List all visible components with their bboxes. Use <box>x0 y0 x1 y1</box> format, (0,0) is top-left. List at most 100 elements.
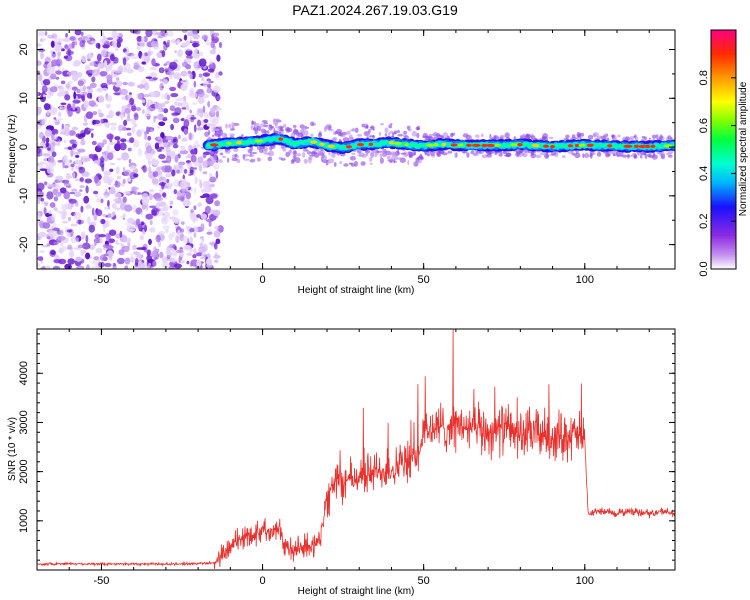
noise-blob <box>197 108 204 114</box>
ridge-halo <box>365 153 369 157</box>
noise-blob <box>212 118 219 125</box>
ridge-halo <box>212 134 215 138</box>
noise-blob <box>42 94 46 98</box>
noise-blob <box>186 191 191 200</box>
noise-blob <box>83 100 89 109</box>
ridge-peak <box>389 141 394 145</box>
noise-blob <box>50 40 55 48</box>
noise-blob <box>193 168 196 177</box>
noise-blob <box>123 119 128 126</box>
noise-blob <box>133 251 140 255</box>
noise-blob <box>99 254 107 261</box>
ridge-halo <box>423 151 430 154</box>
noise-blob <box>86 92 92 99</box>
noise-blob <box>51 53 57 58</box>
noise-blob <box>189 236 193 245</box>
noise-blob <box>45 265 51 269</box>
noise-blob <box>180 83 188 91</box>
noise-blob <box>69 36 76 41</box>
ridge-halo <box>365 150 368 152</box>
noise-blob <box>148 166 152 174</box>
bottom-x-tick-label: 50 <box>418 575 430 587</box>
noise-blob <box>85 204 92 210</box>
noise-blob <box>74 159 81 165</box>
noise-blob <box>193 124 197 133</box>
ridge-halo <box>260 123 267 128</box>
noise-blob <box>91 207 95 216</box>
noise-blob <box>87 58 91 62</box>
noise-blob <box>201 34 209 41</box>
ridge-peak <box>578 143 586 147</box>
noise-blob <box>120 215 126 219</box>
noise-blob <box>72 172 76 180</box>
top-x-axis-label: Height of straight line (km) <box>298 285 415 296</box>
noise-blob <box>205 39 210 47</box>
ridge-halo <box>259 148 264 153</box>
noise-blob <box>61 210 68 216</box>
ridge-halo <box>640 155 643 159</box>
noise-blob <box>149 219 153 226</box>
ridge-halo <box>286 127 293 133</box>
ridge-halo <box>615 151 621 157</box>
noise-blob <box>161 165 170 173</box>
bottom-y-tick-label: 2000 <box>18 459 30 483</box>
noise-blob <box>106 133 114 140</box>
noise-blob <box>189 109 192 114</box>
noise-blob <box>79 185 85 189</box>
noise-blob <box>173 72 182 80</box>
ridge-halo <box>489 133 492 140</box>
noise-blob <box>102 244 110 248</box>
ridge-halo <box>331 152 336 158</box>
noise-blob <box>73 72 77 77</box>
noise-blob <box>199 242 204 249</box>
ridge-peak <box>254 139 264 143</box>
noise-blob <box>72 150 76 155</box>
ridge-halo <box>665 152 672 156</box>
bottom-y-tick-label: 1000 <box>18 509 30 533</box>
ridge-peak <box>278 137 284 141</box>
noise-blob <box>189 36 193 43</box>
noise-blob <box>107 213 112 218</box>
ridge-halo <box>397 129 400 134</box>
noise-blob <box>53 117 57 120</box>
noise-blob <box>142 164 147 173</box>
noise-blob <box>107 152 114 161</box>
ridge-halo <box>254 129 258 135</box>
noise-blob <box>136 45 141 51</box>
noise-blob <box>181 107 187 110</box>
noise-blob <box>96 209 103 217</box>
noise-blob <box>66 103 72 111</box>
ridge-halo <box>253 127 259 131</box>
ridge-halo <box>243 158 250 161</box>
top-plot-frame <box>36 29 676 270</box>
ridge-halo <box>349 156 356 161</box>
noise-blob <box>158 121 166 127</box>
ridge-halo <box>251 151 258 155</box>
noise-blob <box>122 217 126 220</box>
noise-blob <box>85 185 89 194</box>
ridge-halo <box>571 136 577 140</box>
noise-blob <box>213 259 219 263</box>
noise-blob <box>106 37 114 41</box>
noise-blob <box>216 95 221 101</box>
noise-blob <box>132 244 137 251</box>
noise-blob <box>83 157 91 162</box>
noise-blob <box>53 37 63 44</box>
ridge-halo <box>396 157 404 160</box>
noise-blob <box>154 102 163 110</box>
ridge-halo <box>389 130 394 134</box>
noise-blob <box>80 231 86 239</box>
noise-blob <box>187 70 192 75</box>
noise-blob <box>62 37 71 43</box>
noise-blob <box>173 217 181 225</box>
ridge-halo <box>619 151 624 156</box>
ridge-halo <box>413 151 416 156</box>
noise-blob <box>124 50 130 56</box>
noise-blob <box>146 259 154 263</box>
noise-blob <box>163 142 168 148</box>
ridge-halo <box>357 154 364 157</box>
ridge-halo <box>334 131 339 135</box>
noise-blob <box>167 252 174 256</box>
noise-blob <box>162 192 167 198</box>
ridge-halo <box>333 162 337 167</box>
